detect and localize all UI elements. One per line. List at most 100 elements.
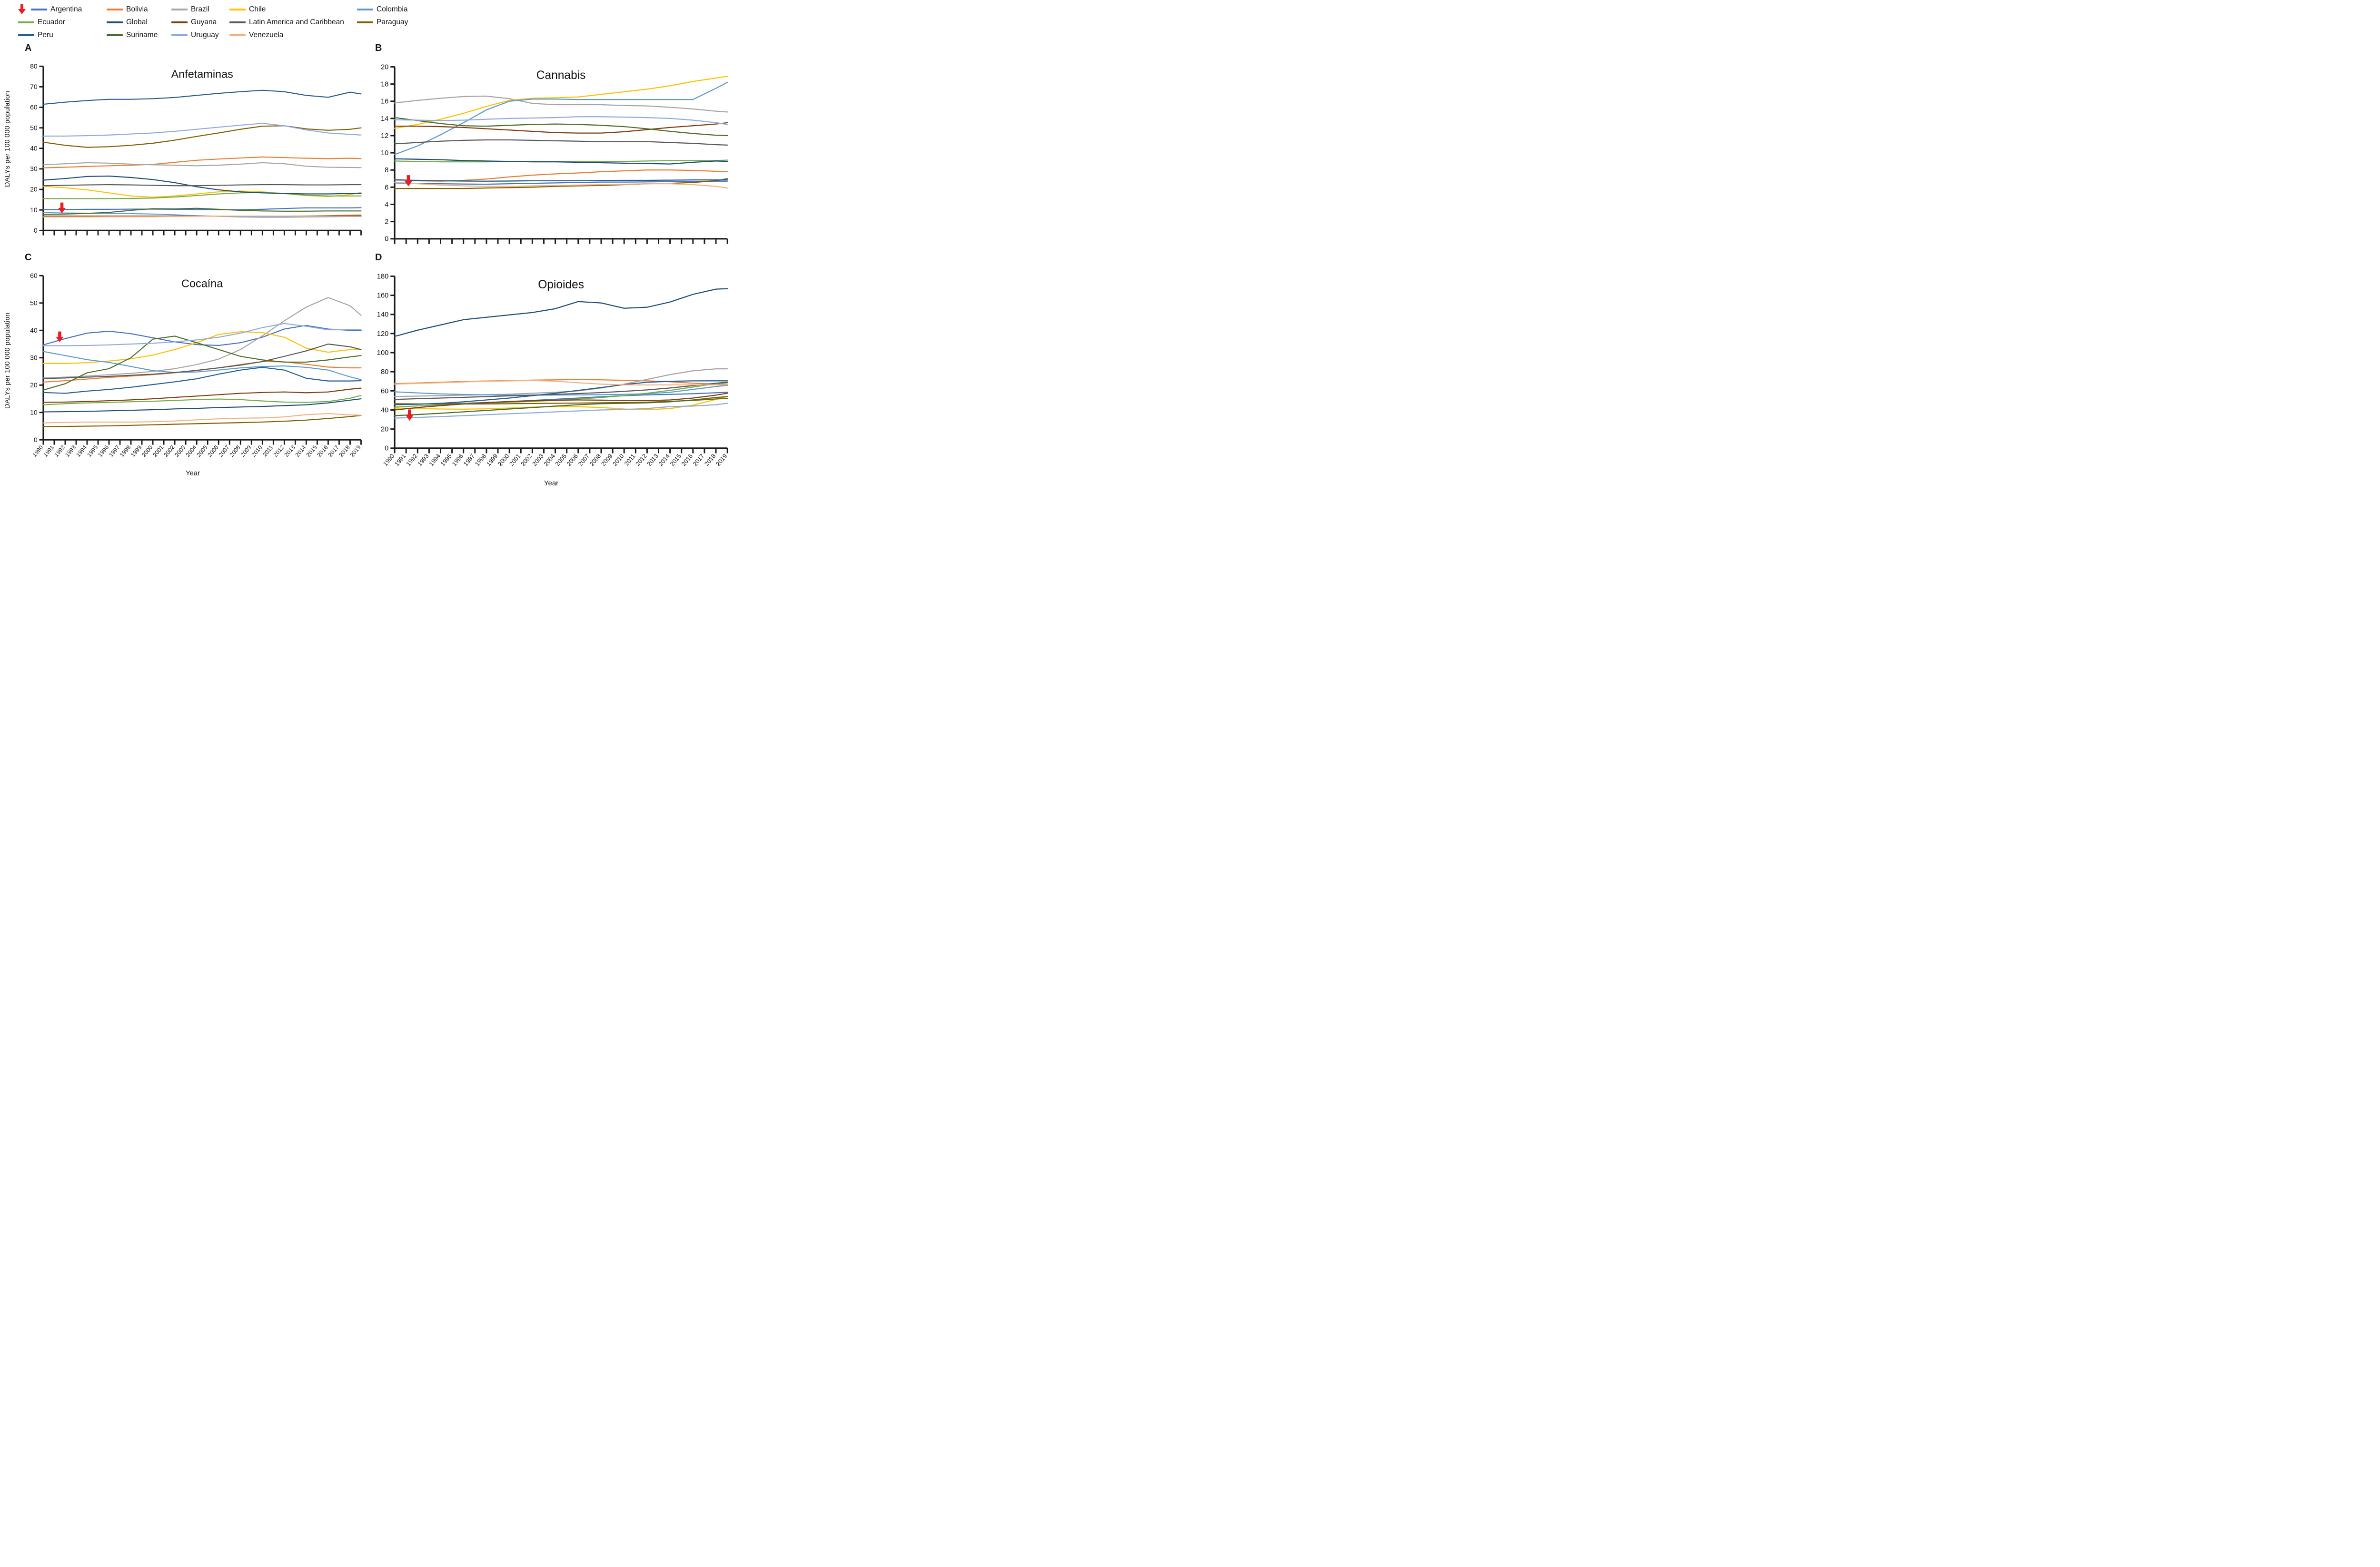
- y-tick-label: 0: [34, 436, 38, 443]
- series-line-global: Global: [42, 398, 362, 413]
- series-line-paraguay: Paraguay: [42, 125, 362, 148]
- x-tick-label: 1993: [416, 453, 430, 467]
- x-axis-label: Year: [185, 469, 200, 478]
- x-tick-label: 1999: [485, 453, 499, 467]
- chart-grid: A DALYs per 100 000 population Anfetamin…: [4, 42, 731, 489]
- x-tick-label: 2015: [668, 453, 683, 467]
- x-tick-label: 2002: [519, 453, 534, 467]
- legend-color-swatch: [357, 21, 373, 23]
- x-tick-label: 1995: [86, 444, 99, 458]
- x-tick-label: 2007: [217, 444, 230, 458]
- series-line-paraguay: Paraguay: [394, 178, 728, 189]
- x-tick-label: 1997: [462, 453, 476, 467]
- x-tick-label: 1994: [427, 453, 442, 467]
- legend-item-paraguay: Paraguay: [357, 18, 731, 27]
- series-line-venezuela: Venezuela: [42, 216, 362, 217]
- y-tick-label: 0: [34, 227, 38, 234]
- series-line-colombia: Colombia: [42, 351, 362, 381]
- panel-cell-a: A DALYs per 100 000 population Anfetamin…: [4, 42, 365, 252]
- y-tick-label: 20: [381, 63, 388, 71]
- x-tick-label: 1998: [119, 444, 132, 458]
- legend-item-label: Latin America and Caribbean: [249, 18, 344, 26]
- highlight-arrow-icon: [404, 175, 413, 187]
- series-line-argentina: Argentina: [42, 207, 362, 210]
- series-line-colombia: Colombia: [394, 384, 728, 396]
- x-tick-label: 2012: [272, 444, 286, 458]
- x-tick-label: 2011: [261, 444, 275, 458]
- legend-item-label: Peru: [38, 30, 53, 39]
- x-tick-label: 1996: [450, 453, 465, 467]
- y-tick-label: 80: [381, 368, 388, 376]
- series-line-guyana: Guyana: [42, 387, 362, 403]
- legend-item-peru: Peru: [18, 31, 107, 39]
- y-tick-label: 40: [381, 407, 388, 414]
- series-line-bolivia: Bolivia: [394, 169, 728, 182]
- legend: Argentina Bolivia Brazil Chile Colombia Ecuad…: [18, 3, 731, 41]
- series-line-venezuela: Venezuela: [42, 413, 362, 424]
- y-tick-label: 40: [30, 326, 38, 334]
- x-tick-label: 2009: [600, 453, 614, 467]
- series-line-bolivia: Bolivia: [42, 156, 362, 168]
- x-tick-label: 2002: [162, 444, 176, 458]
- legend-color-swatch: [357, 8, 373, 10]
- series-line-global: Global: [394, 158, 728, 165]
- x-tick-label: 2006: [206, 444, 219, 458]
- legend-item-label: Chile: [249, 5, 266, 13]
- y-tick-label: 70: [30, 83, 38, 90]
- series-line-global: Global: [42, 175, 362, 195]
- y-tick-label: 50: [30, 124, 38, 131]
- x-tick-label: 1991: [42, 444, 55, 458]
- legend-row: Peru Suriname Uruguay Venezuela: [18, 29, 731, 41]
- x-tick-label: 2014: [657, 453, 671, 467]
- legend-highlight-arrow-icon: [18, 4, 26, 15]
- x-tick-label: 2008: [228, 444, 241, 458]
- series-line-brazil: Brazil: [42, 162, 362, 168]
- x-tick-label: 1990: [382, 453, 396, 467]
- legend-item-uruguay: Uruguay: [171, 31, 229, 39]
- series-line-argentina: Argentina: [394, 180, 728, 185]
- x-tick-label: 1999: [129, 444, 143, 458]
- y-tick-label: 14: [381, 115, 388, 123]
- legend-item-suriname: Suriname: [107, 31, 171, 39]
- chart-svg-C: Cocaína 0 10 20 30 40 50 60 19901991199219931994…: [30, 272, 362, 458]
- chart-svg-D: Opioides 0 20 40 60 80 100 120 140 160 180 19901991…: [377, 273, 729, 468]
- legend-color-swatch: [171, 21, 188, 23]
- x-tick-label: 2000: [140, 444, 154, 458]
- chart-panel-anfetaminas: Anfetaminas 0 10 20 30 40 50 60 70 80 Argentina Bol…: [21, 54, 365, 243]
- legend-color-swatch: [18, 21, 34, 23]
- y-tick-label: 100: [377, 349, 389, 357]
- panel-title: Anfetaminas: [171, 68, 233, 80]
- panel-cell-d: D Opioides 0 20 40 60 80 100 120 140 160 180 1990 19…: [371, 252, 731, 488]
- series-line-guyana: Guyana: [394, 393, 728, 411]
- y-tick-label: 10: [30, 206, 38, 214]
- y-tick-label: 16: [381, 98, 388, 106]
- series-line-latin-america-and-caribbean: Latin America and Caribbean: [42, 184, 362, 187]
- y-tick-label: 60: [30, 272, 38, 279]
- panel-cell-b: B Cannabis 0 2 4 6 8 10 12 14 16 18 20 ArgentinaBoli…: [371, 42, 731, 252]
- series-line-uruguay: Uruguay: [394, 403, 728, 419]
- legend-item-colombia: Colombia: [357, 5, 731, 14]
- y-tick-label: 20: [30, 186, 38, 193]
- x-tick-label: 2009: [239, 444, 252, 458]
- series-line-peru: Peru: [42, 89, 362, 105]
- legend-color-swatch: [229, 21, 246, 23]
- series-line-guyana: Guyana: [394, 122, 728, 134]
- highlight-arrow-icon: [406, 409, 414, 421]
- series-line-global: Global: [394, 288, 728, 337]
- x-tick-label: 2008: [588, 453, 603, 467]
- legend-item-argentina: Argentina: [18, 4, 107, 15]
- y-tick-label: 2: [385, 218, 388, 226]
- y-tick-label: 120: [377, 330, 389, 338]
- panel-letter: B: [375, 43, 382, 53]
- x-tick-label: 2019: [714, 453, 729, 467]
- legend-color-swatch: [171, 8, 188, 10]
- x-tick-label: 1995: [439, 453, 453, 467]
- x-tick-label: 2001: [151, 444, 165, 458]
- panel-letter: D: [375, 252, 382, 263]
- x-tick-label: 1997: [108, 444, 121, 458]
- x-tick-label: 2013: [645, 453, 660, 467]
- figure-page: { "axis": { "y_label": "DALYs per 100 00…: [0, 0, 736, 491]
- legend-item-chile: Chile: [229, 5, 357, 14]
- legend-item-ecuador: Ecuador: [18, 18, 107, 27]
- x-tick-label: 2000: [496, 453, 511, 467]
